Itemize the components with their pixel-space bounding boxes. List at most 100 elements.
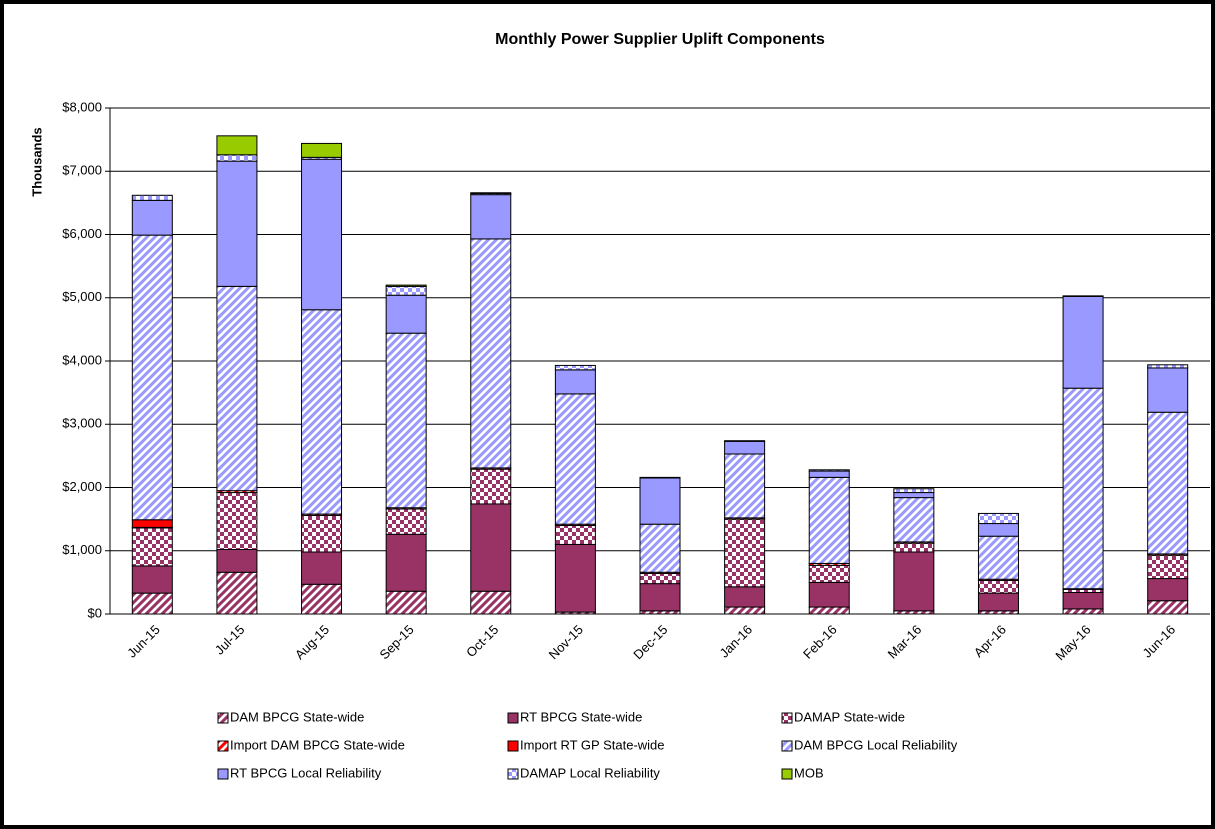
bar-segment xyxy=(893,492,935,499)
bar-segment xyxy=(131,194,173,201)
bar-segment xyxy=(724,606,766,615)
legend-swatch xyxy=(217,740,229,752)
legend-swatch xyxy=(507,740,519,752)
legend-swatch xyxy=(781,768,793,780)
bar-segment xyxy=(131,565,173,594)
y-tick-label: $5,000 xyxy=(62,289,102,304)
bar-segment xyxy=(977,579,1019,594)
bar-segment xyxy=(301,514,343,553)
legend-label: RT BPCG State-wide xyxy=(520,709,642,724)
bar-segment xyxy=(639,476,681,479)
bar-segment xyxy=(131,199,173,236)
legend-swatch xyxy=(507,712,519,724)
bar-segment xyxy=(639,477,681,525)
bar-segment xyxy=(893,488,935,494)
legend-label: Import DAM BPCG State-wide xyxy=(230,737,405,752)
bar-segment xyxy=(808,470,850,478)
bar-segment xyxy=(301,583,343,615)
bar-segment xyxy=(131,519,173,528)
bar-segment xyxy=(554,364,596,371)
bar-segment xyxy=(216,154,258,162)
bar-segment xyxy=(301,309,343,515)
legend-swatch xyxy=(217,712,229,724)
bar-segment xyxy=(470,238,512,469)
bar-segment xyxy=(1147,364,1189,369)
y-tick-label: $2,000 xyxy=(62,479,102,494)
bar-segment xyxy=(216,548,258,573)
legend-label: DAM BPCG Local Reliability xyxy=(794,737,958,752)
y-tick-label: $0 xyxy=(88,605,102,620)
bar-segment xyxy=(301,158,343,311)
y-axis-label: Thousands xyxy=(29,127,44,196)
bar-segment xyxy=(131,234,173,521)
y-tick-label: $6,000 xyxy=(62,226,102,241)
bar-segment xyxy=(216,492,258,550)
legend-label: DAMAP State-wide xyxy=(794,709,905,724)
bar-segment xyxy=(470,194,512,240)
bar-segment xyxy=(724,440,766,442)
bar-segment xyxy=(977,592,1019,612)
bar-segment xyxy=(216,160,258,287)
bar-segment xyxy=(808,581,850,608)
bar-segment xyxy=(385,508,427,535)
bar-segment xyxy=(385,285,427,296)
bar-segment xyxy=(385,284,427,287)
chart-title: Monthly Power Supplier Uplift Components xyxy=(495,31,825,48)
bar-segment xyxy=(639,523,681,573)
bar-segment xyxy=(1062,608,1104,615)
bar-segment xyxy=(470,590,512,615)
bar-segment xyxy=(724,453,766,519)
legend-label: DAMAP Local Reliability xyxy=(520,765,660,780)
legend-label: MOB xyxy=(794,765,824,780)
bar-segment xyxy=(724,586,766,608)
bar-segment xyxy=(977,523,1019,537)
bar-segment xyxy=(639,573,681,585)
legend-swatch xyxy=(217,768,229,780)
bar-segment xyxy=(385,332,427,509)
legend-swatch xyxy=(781,740,793,752)
bar-segment xyxy=(1062,295,1104,389)
bar-segment xyxy=(1062,295,1104,297)
bar-segment xyxy=(639,583,681,612)
bar-segment xyxy=(554,393,596,525)
y-tick-label: $7,000 xyxy=(62,163,102,178)
y-tick-label: $4,000 xyxy=(62,352,102,367)
bar-segment xyxy=(216,135,258,156)
bar-segment xyxy=(301,551,343,585)
bar-segment xyxy=(216,285,258,492)
bar-segment xyxy=(724,440,766,455)
bar-segment xyxy=(893,551,935,612)
bar-segment xyxy=(385,590,427,615)
bar-segment xyxy=(808,564,850,583)
bar-segment xyxy=(977,512,1019,525)
bar-segment xyxy=(554,543,596,613)
bar-segment xyxy=(470,192,512,194)
bar-segment xyxy=(977,535,1019,580)
bar-segment xyxy=(808,606,850,615)
bar-segment xyxy=(724,518,766,588)
bar-segment xyxy=(470,503,512,592)
bar-segment xyxy=(301,142,343,158)
bar-segment xyxy=(808,476,850,564)
legend-swatch xyxy=(507,768,519,780)
bar-segment xyxy=(1062,387,1104,590)
bar-segment xyxy=(385,294,427,334)
bar-segment xyxy=(216,571,258,615)
bar-segment xyxy=(1147,367,1189,413)
legend-label: DAM BPCG State-wide xyxy=(230,709,364,724)
bar-segment xyxy=(893,497,935,543)
bar-segment xyxy=(1147,578,1189,602)
y-tick-label: $8,000 xyxy=(62,99,102,114)
bar-segment xyxy=(385,533,427,592)
bar-segment xyxy=(131,527,173,567)
bar-segment xyxy=(1062,591,1104,610)
bar-segment xyxy=(554,369,596,395)
y-tick-label: $3,000 xyxy=(62,416,102,431)
legend-swatch xyxy=(781,712,793,724)
bar-segment xyxy=(131,592,173,615)
y-tick-label: $1,000 xyxy=(62,542,102,557)
legend-label: RT BPCG Local Reliability xyxy=(230,765,382,780)
bar-segment xyxy=(893,542,935,553)
